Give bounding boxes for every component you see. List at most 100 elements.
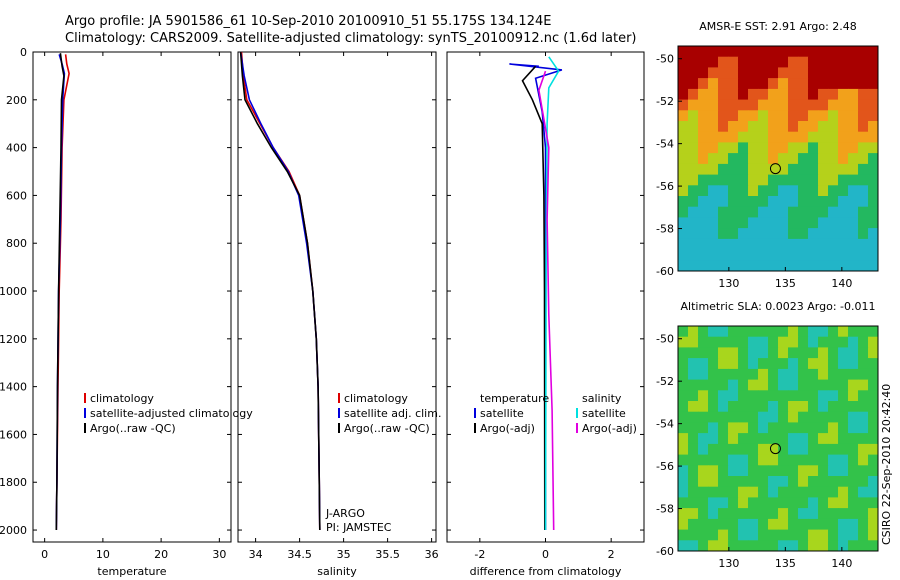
heatmap-cell xyxy=(688,88,699,101)
heatmap-cell xyxy=(708,422,719,434)
heatmap-cell xyxy=(818,454,829,466)
heatmap-cell xyxy=(728,217,739,229)
heatmap-cell xyxy=(808,163,819,176)
heatmap-cell xyxy=(688,422,699,434)
heatmap-cell xyxy=(838,67,849,79)
heatmap-cell xyxy=(798,401,809,413)
heatmap-cell xyxy=(838,336,849,348)
heatmap-cell xyxy=(758,78,769,90)
salinity-panel: 34 34.5 35 35.5 36 salinity climatology satelli… xyxy=(237,51,441,578)
heatmap-cell xyxy=(698,390,709,402)
heatmap-cell xyxy=(838,390,849,402)
heatmap-cell xyxy=(778,422,789,434)
heatmap-cell xyxy=(858,196,869,208)
heatmap-cell xyxy=(758,228,769,240)
heatmap-cell xyxy=(758,110,769,122)
heatmap-cell xyxy=(828,56,839,68)
heatmap-cell xyxy=(868,518,879,531)
heatmap-cell xyxy=(778,540,789,552)
heatmap-cell xyxy=(748,476,759,488)
heatmap-cell xyxy=(748,336,759,348)
heatmap-cell xyxy=(758,486,769,498)
heatmap-cell xyxy=(788,174,799,186)
legend-entry: satellite adj. clim. xyxy=(344,407,441,420)
heatmap-cell xyxy=(858,185,869,197)
heatmap-cell xyxy=(808,443,819,456)
heatmap-cell xyxy=(738,411,749,423)
heatmap-cell xyxy=(858,153,869,165)
heatmap-cell xyxy=(718,540,729,552)
heatmap-cell xyxy=(848,131,859,143)
heatmap-cell xyxy=(738,497,749,509)
legend-entry: salinity xyxy=(582,392,622,405)
heatmap-cell xyxy=(738,347,749,359)
heatmap-cell xyxy=(868,163,879,176)
heatmap-cell xyxy=(808,433,819,445)
heatmap-cell xyxy=(728,88,739,101)
heatmap-cell xyxy=(768,185,779,197)
heatmap-cell xyxy=(818,411,829,423)
x-tick-label: 35.5 xyxy=(375,548,400,561)
heatmap-cell xyxy=(778,46,789,58)
heatmap-cell xyxy=(678,121,689,133)
heatmap-cell xyxy=(808,411,819,423)
heatmap-cell xyxy=(698,196,709,208)
heatmap-cell xyxy=(748,379,759,391)
heatmap-cell xyxy=(858,358,869,370)
heatmap-cell xyxy=(808,465,819,477)
heatmap-cell xyxy=(748,422,759,434)
heatmap-cell xyxy=(758,401,769,413)
heatmap-cell xyxy=(718,486,729,498)
heatmap-cell xyxy=(758,131,769,143)
heatmap-cell xyxy=(868,110,879,122)
heatmap-cell xyxy=(738,67,749,79)
heatmap-cell xyxy=(738,174,749,186)
heatmap-cell xyxy=(808,358,819,370)
heatmap-cell xyxy=(718,411,729,423)
heatmap-cell xyxy=(798,540,809,552)
heatmap-cell xyxy=(688,131,699,143)
heatmap-cell xyxy=(848,358,859,370)
heatmap-cell xyxy=(798,67,809,79)
heatmap-cell xyxy=(738,56,749,68)
heatmap-cell xyxy=(838,217,849,229)
map-x-tick-label: 140 xyxy=(831,277,852,290)
x-tick-label: 36 xyxy=(425,548,439,561)
note-pi: PI: JAMSTEC xyxy=(326,521,392,534)
series-line-1 xyxy=(239,51,321,531)
heatmap-cell xyxy=(818,347,829,359)
heatmap-cell xyxy=(788,238,799,251)
heatmap-cell xyxy=(788,368,799,381)
heatmap-cell xyxy=(778,206,789,218)
heatmap-cell xyxy=(718,390,729,402)
heatmap-cell xyxy=(778,529,789,541)
heatmap-cell xyxy=(718,46,729,58)
heatmap-cell xyxy=(778,454,789,466)
heatmap-cell xyxy=(778,476,789,488)
heatmap-cell xyxy=(728,336,739,348)
heatmap-cell xyxy=(688,121,699,133)
legend-entry: temperature xyxy=(480,392,549,405)
heatmap-cell xyxy=(708,99,719,111)
map-x-tick-label: 130 xyxy=(718,277,739,290)
heatmap-cell xyxy=(748,153,759,165)
heatmap-cell xyxy=(718,249,729,261)
heatmap-cell xyxy=(698,185,709,197)
heatmap-cell xyxy=(768,401,779,413)
heatmap-cell xyxy=(758,163,769,176)
heatmap-cell xyxy=(838,185,849,197)
heatmap-cell xyxy=(688,174,699,186)
heatmap-cell xyxy=(788,433,799,445)
x-tick-label: 20 xyxy=(154,548,168,561)
heatmap-cell xyxy=(808,99,819,111)
heatmap-cell xyxy=(688,529,699,541)
heatmap-cell xyxy=(858,497,869,509)
heatmap-cell xyxy=(728,497,739,509)
heatmap-cell xyxy=(838,529,849,541)
heatmap-cell xyxy=(708,379,719,391)
heatmap-cell xyxy=(798,411,809,423)
heatmap-cell xyxy=(818,465,829,477)
heatmap-cell xyxy=(868,99,879,111)
heatmap-cell xyxy=(818,99,829,111)
legend-swatch xyxy=(338,393,340,403)
